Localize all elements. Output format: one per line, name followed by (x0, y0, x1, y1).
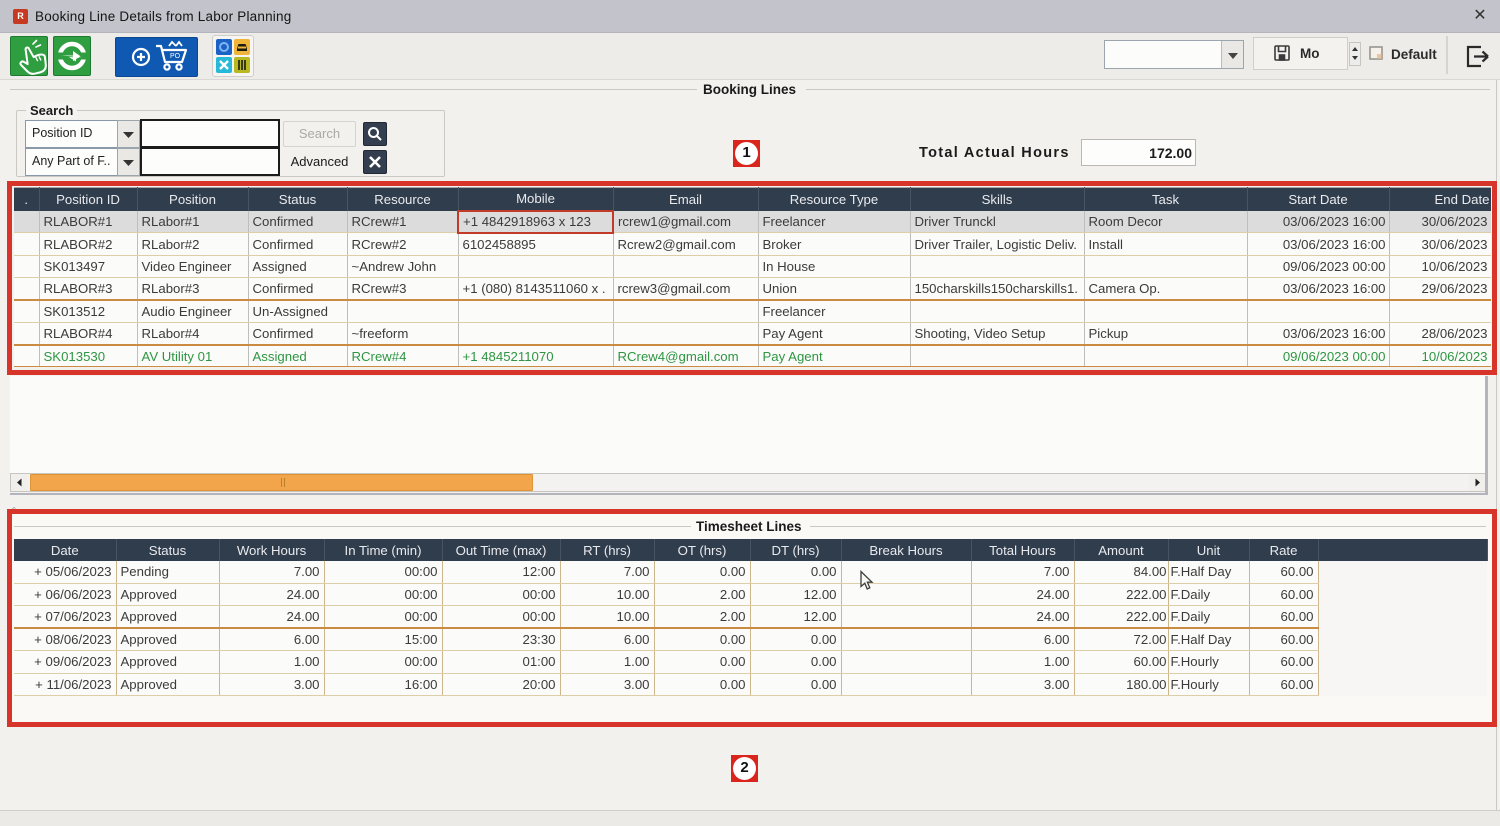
svg-text:PO: PO (170, 53, 181, 60)
